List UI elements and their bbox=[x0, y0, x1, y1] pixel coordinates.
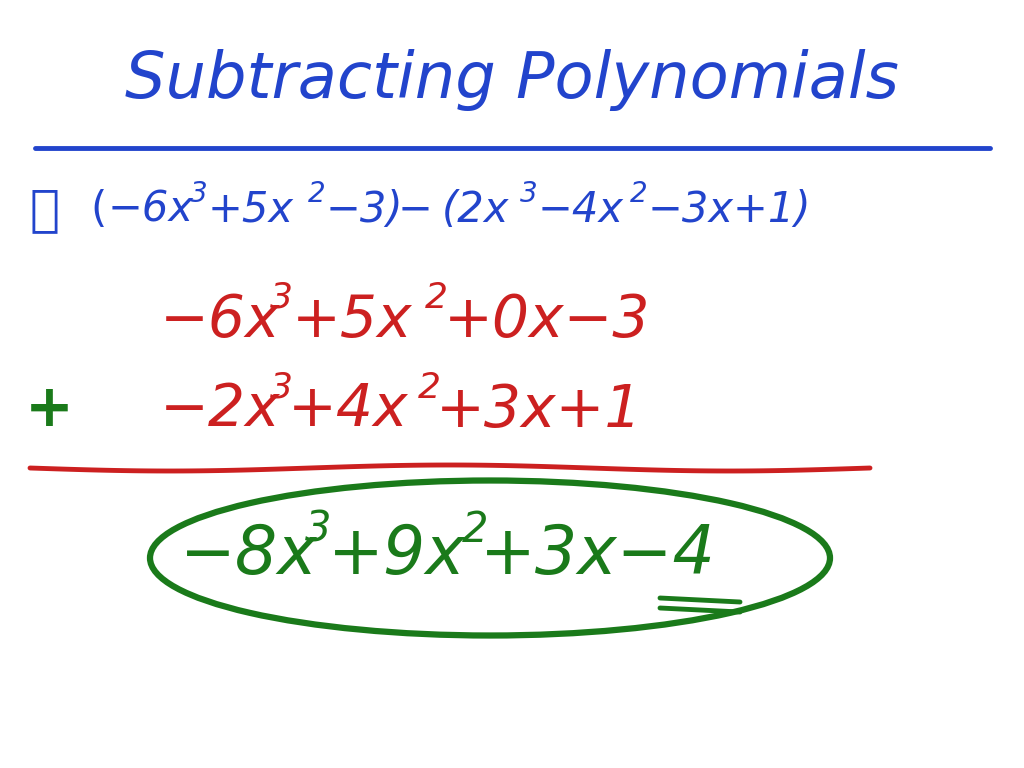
Text: −4x: −4x bbox=[538, 189, 624, 231]
Text: −2x: −2x bbox=[160, 382, 281, 439]
Text: +3x+1: +3x+1 bbox=[436, 382, 642, 439]
Text: −6x: −6x bbox=[160, 292, 281, 349]
Text: Ⓣ: Ⓣ bbox=[30, 186, 60, 234]
Text: +9x: +9x bbox=[328, 522, 466, 588]
Text: 2: 2 bbox=[630, 180, 647, 208]
Text: (: ( bbox=[90, 189, 106, 231]
Text: +: + bbox=[25, 382, 74, 439]
Text: +5x: +5x bbox=[292, 292, 413, 349]
Text: −: − bbox=[398, 189, 433, 231]
Text: 3: 3 bbox=[270, 371, 293, 405]
Text: −6x: −6x bbox=[108, 189, 194, 231]
Text: Subtracting Polynomials: Subtracting Polynomials bbox=[125, 49, 899, 111]
Text: 3: 3 bbox=[305, 509, 332, 551]
Text: 2: 2 bbox=[462, 509, 488, 551]
Text: +3x−4: +3x−4 bbox=[480, 522, 716, 588]
Text: 3: 3 bbox=[270, 281, 293, 315]
Text: −3): −3) bbox=[326, 189, 403, 231]
Text: 2: 2 bbox=[308, 180, 326, 208]
Text: +4x: +4x bbox=[288, 382, 409, 439]
Text: −8x: −8x bbox=[180, 522, 317, 588]
Text: 2: 2 bbox=[418, 371, 441, 405]
Text: −3x+1): −3x+1) bbox=[648, 189, 812, 231]
Text: 3: 3 bbox=[190, 180, 208, 208]
Text: +0x−3: +0x−3 bbox=[444, 292, 650, 349]
Text: 3: 3 bbox=[520, 180, 538, 208]
Text: 2: 2 bbox=[425, 281, 449, 315]
Text: (2x: (2x bbox=[442, 189, 509, 231]
Text: +5x: +5x bbox=[208, 189, 294, 231]
